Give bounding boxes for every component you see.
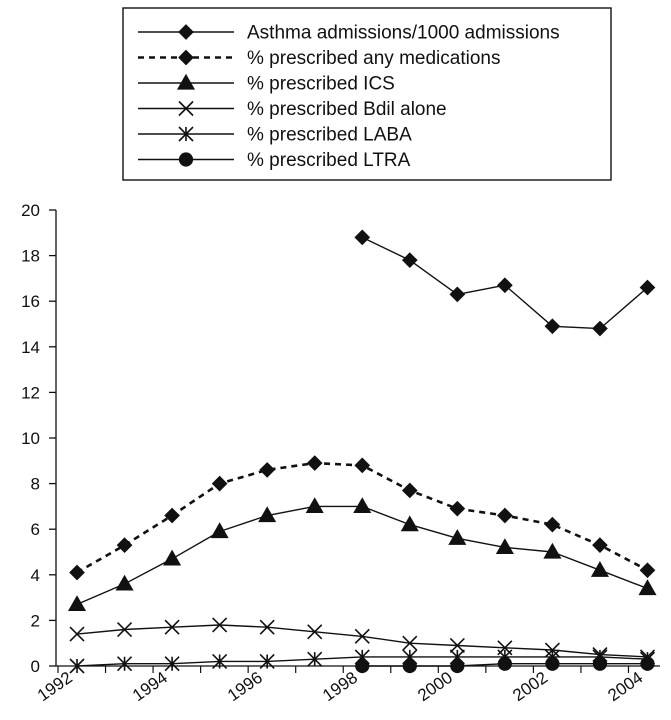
data-point-prescribed-ltra-0 <box>355 658 370 674</box>
y-tick-label-8: 8 <box>31 475 40 494</box>
series-prescribed-ics <box>67 497 657 612</box>
legend-marker-prescribed-ltra <box>178 152 194 167</box>
legend-label-asthma-admissions-1000-admissions: Asthma admissions/1000 admissions <box>247 23 560 44</box>
data-point-prescribed-any-medications-12 <box>639 562 656 579</box>
data-point-prescribed-ltra-4 <box>545 656 560 671</box>
y-tick-label-18: 18 <box>21 247 40 266</box>
series-prescribed-ltra <box>355 656 655 674</box>
data-point-prescribed-any-medications-5 <box>306 455 323 471</box>
data-point-asthma-admissions-1000-admissions-4 <box>544 318 561 335</box>
data-point-prescribed-ics-12 <box>638 579 657 596</box>
data-point-prescribed-any-medications-2 <box>164 507 180 524</box>
data-point-prescribed-laba-4 <box>259 653 275 670</box>
y-tick-label-16: 16 <box>21 292 40 311</box>
y-tick-label-6: 6 <box>31 520 40 539</box>
data-point-prescribed-any-medications-11 <box>592 537 608 554</box>
legend-label-prescribed-bdil-alone: % prescribed Bdil alone <box>247 99 447 120</box>
data-point-prescribed-bdil-alone-3 <box>212 617 228 633</box>
legend-marker-prescribed-laba <box>178 126 194 142</box>
series-asthma-admissions-1000-admissions <box>354 229 656 337</box>
x-tick-label-2004: 2004 <box>604 668 646 705</box>
x-tick-label-1996: 1996 <box>224 668 266 705</box>
y-tick-label-10: 10 <box>21 429 40 448</box>
data-point-prescribed-ics-11 <box>590 561 609 577</box>
legend-box <box>122 7 612 181</box>
data-point-prescribed-any-medications-9 <box>497 507 513 524</box>
data-point-prescribed-any-medications-8 <box>449 500 466 517</box>
data-point-prescribed-ics-0 <box>67 595 87 612</box>
x-tick-label-1994: 1994 <box>129 668 171 705</box>
data-point-prescribed-laba-0 <box>69 658 85 674</box>
data-point-prescribed-bdil-alone-7 <box>402 635 418 651</box>
data-point-prescribed-any-medications-1 <box>116 537 133 554</box>
legend-label-prescribed-ltra: % prescribed LTRA <box>247 150 411 171</box>
data-point-prescribed-ics-10 <box>543 542 562 559</box>
legend-marker-prescribed-any-medications <box>178 49 194 66</box>
data-point-prescribed-ics-7 <box>400 515 419 532</box>
data-point-prescribed-ics-5 <box>305 497 324 514</box>
y-tick-label-20: 20 <box>21 201 40 220</box>
data-point-prescribed-ltra-5 <box>592 656 608 671</box>
data-point-prescribed-any-medications-4 <box>259 462 276 478</box>
data-point-prescribed-bdil-alone-0 <box>69 626 85 642</box>
y-tick-label-14: 14 <box>21 338 40 357</box>
data-point-prescribed-any-medications-0 <box>69 564 85 581</box>
data-point-asthma-admissions-1000-admissions-0 <box>354 229 371 246</box>
x-tick-label-1992: 1992 <box>34 668 76 705</box>
axes: 0 2 4 6 8 10 12 14 16 18 20 1992 1994 1996 1998 2000 200… <box>21 201 660 705</box>
data-point-asthma-admissions-1000-admissions-5 <box>592 320 608 337</box>
legend-marker-prescribed-ics <box>176 73 196 90</box>
plot-area <box>67 229 657 674</box>
data-point-prescribed-laba-1 <box>116 656 133 672</box>
data-point-prescribed-bdil-alone-6 <box>354 628 370 644</box>
data-point-prescribed-ltra-3 <box>497 656 512 671</box>
data-point-prescribed-any-medications-6 <box>354 457 371 474</box>
legend-label-prescribed-ics: % prescribed ICS <box>247 74 395 95</box>
legend: Asthma admissions/1000 admissions % presc… <box>122 7 612 181</box>
data-point-prescribed-laba-3 <box>212 653 228 670</box>
data-point-prescribed-ics-1 <box>115 574 134 591</box>
data-point-prescribed-ics-3 <box>210 522 229 539</box>
data-point-asthma-admissions-1000-admissions-3 <box>497 277 513 294</box>
data-point-prescribed-any-medications-7 <box>401 482 418 499</box>
data-point-prescribed-ics-9 <box>495 538 514 555</box>
legend-label-prescribed-any-medications: % prescribed any medications <box>247 48 500 69</box>
data-point-prescribed-bdil-alone-4 <box>259 619 275 635</box>
data-point-prescribed-ics-2 <box>163 549 182 566</box>
x-tick-label-1998: 1998 <box>319 668 361 705</box>
legend-label-prescribed-laba: % prescribed LABA <box>247 125 412 146</box>
data-point-prescribed-ics-6 <box>353 497 372 514</box>
y-tick-label-12: 12 <box>21 383 40 402</box>
x-tick-label-2000: 2000 <box>414 668 456 705</box>
data-point-prescribed-ltra-1 <box>402 658 417 674</box>
data-point-prescribed-bdil-alone-1 <box>116 621 133 638</box>
data-point-prescribed-laba-5 <box>307 651 323 667</box>
data-point-prescribed-laba-2 <box>164 656 180 672</box>
data-point-prescribed-ics-4 <box>258 506 277 523</box>
data-point-prescribed-ltra-2 <box>450 658 465 674</box>
y-tick-label-0: 0 <box>31 657 40 676</box>
data-point-prescribed-any-medications-3 <box>211 475 228 492</box>
data-point-prescribed-any-medications-10 <box>544 516 561 533</box>
data-point-asthma-admissions-1000-admissions-6 <box>639 279 656 296</box>
x-tick-label-2002: 2002 <box>509 668 551 705</box>
data-point-asthma-admissions-1000-admissions-1 <box>401 252 418 269</box>
y-tick-label-4: 4 <box>31 566 40 585</box>
data-point-prescribed-bdil-alone-8 <box>449 637 465 654</box>
data-point-prescribed-bdil-alone-5 <box>307 624 323 640</box>
legend-marker-asthma-admissions-1000-admissions <box>178 24 194 40</box>
data-point-prescribed-bdil-alone-2 <box>164 619 180 635</box>
data-point-prescribed-ltra-6 <box>640 656 655 671</box>
y-tick-label-2: 2 <box>31 611 40 630</box>
legend-marker-prescribed-bdil-alone <box>178 100 194 117</box>
data-point-asthma-admissions-1000-admissions-2 <box>449 286 466 303</box>
series-prescribed-any-medications <box>69 455 656 581</box>
data-point-prescribed-ics-8 <box>448 529 467 545</box>
